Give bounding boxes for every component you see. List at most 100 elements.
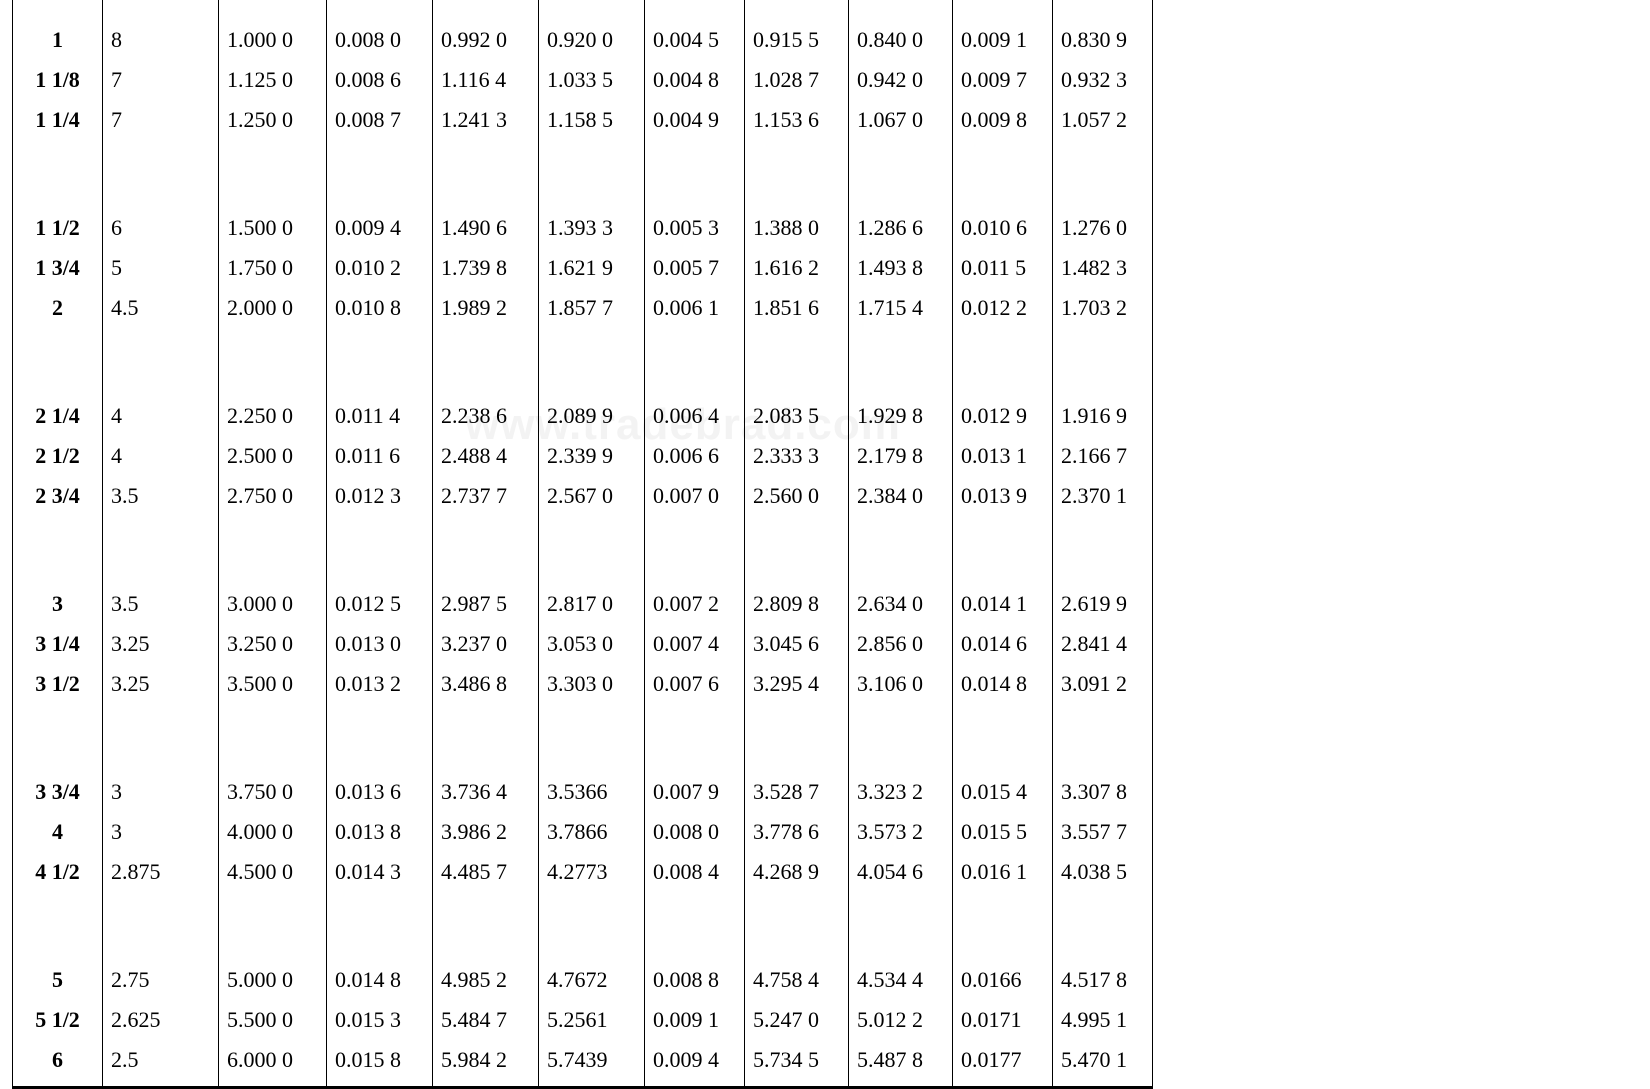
table-cell: 0.008 0 [327,20,433,60]
table-cell: 3.986 2 [433,812,539,852]
table-cell: 0.012 9 [953,396,1053,436]
table-cell: 4.758 4 [745,960,849,1000]
table-cell: 0.009 4 [645,1040,745,1080]
table-cell: 5.012 2 [849,1000,953,1040]
table-cell: 2.987 5 [433,584,539,624]
table-cell: 4.5 [103,288,219,328]
table-cell: 0.016 1 [953,852,1053,892]
table-cell: 3.303 0 [539,664,645,704]
table-cell: 5.7439 [539,1040,645,1080]
table-cell [645,704,745,772]
table-cell: 1.493 8 [849,248,953,288]
table-cell: 4 [103,396,219,436]
table-row: 2 1/242.500 00.011 62.488 42.339 90.006 … [13,436,1153,476]
table-cell [103,704,219,772]
table-cell [1053,140,1153,208]
table-cell: 2.619 9 [1053,584,1153,624]
table-cell: 4.038 5 [1053,852,1153,892]
table-cell [103,516,219,584]
table-row: 181.000 00.008 00.992 00.920 00.004 50.9… [13,20,1153,60]
table-cell: 2 [13,288,103,328]
table-cell: 2.384 0 [849,476,953,516]
table-cell: 1 3/4 [13,248,103,288]
table-cell [103,328,219,396]
table-cell: 3.573 2 [849,812,953,852]
table-cell: 0.009 1 [645,1000,745,1040]
table-cell: 0.014 1 [953,584,1053,624]
table-cell: 1.715 4 [849,288,953,328]
table-cell: 5.500 0 [219,1000,327,1040]
table-cell [327,892,433,960]
table-cell: 1.057 2 [1053,100,1153,140]
table-cell: 0.006 4 [645,396,745,436]
table-cell: 2.238 6 [433,396,539,436]
table-cell [1053,328,1153,396]
table-cell: 0.012 3 [327,476,433,516]
table-cell: 0.920 0 [539,20,645,60]
table-cell: 0.011 6 [327,436,433,476]
table-cell: 3 [13,584,103,624]
table-cell: 1 [13,20,103,60]
table-cell [849,892,953,960]
table-cell [219,892,327,960]
table-cell: 3.486 8 [433,664,539,704]
table-cell: 1.857 7 [539,288,645,328]
table-cell: 3.091 2 [1053,664,1153,704]
table-cell: 1.153 6 [745,100,849,140]
table-cell: 1.116 4 [433,60,539,100]
table-cell: 2 1/2 [13,436,103,476]
table-cell: 1.490 6 [433,208,539,248]
table-cell [1053,1080,1153,1088]
table-cell: 0.009 1 [953,20,1053,60]
table-cell: 3.7866 [539,812,645,852]
table-cell [745,1080,849,1088]
table-cell: 2.500 0 [219,436,327,476]
table-cell: 0.0177 [953,1040,1053,1080]
table-row: 24.52.000 00.010 81.989 21.857 70.006 11… [13,288,1153,328]
table-cell: 2.75 [103,960,219,1000]
table-cell: 1.482 3 [1053,248,1153,288]
table-cell: 3.000 0 [219,584,327,624]
table-cell [1053,704,1153,772]
table-cell: 1.500 0 [219,208,327,248]
table-cell [645,0,745,20]
table-cell: 2.875 [103,852,219,892]
table-cell [745,328,849,396]
table-cell: 3.250 0 [219,624,327,664]
table-cell: 0.011 5 [953,248,1053,288]
table-cell [327,328,433,396]
table-cell: 0.013 0 [327,624,433,664]
table-cell: 0.007 0 [645,476,745,516]
table-cell: 3.053 0 [539,624,645,664]
table-cell [953,704,1053,772]
table-cell: 5.984 2 [433,1040,539,1080]
table-cell [1053,892,1153,960]
table-cell: 1.067 0 [849,100,953,140]
table-cell [219,516,327,584]
table-cell: 3.25 [103,664,219,704]
table-cell: 2 1/4 [13,396,103,436]
table-cell: 2.634 0 [849,584,953,624]
table-cell [539,1080,645,1088]
table-cell [13,328,103,396]
table-cell: 0.013 8 [327,812,433,852]
table-cell: 5.470 1 [1053,1040,1153,1080]
table-row: 434.000 00.013 83.986 23.78660.008 03.77… [13,812,1153,852]
table-cell: 3 1/4 [13,624,103,664]
table-cell [13,1080,103,1088]
thread-spec-table: 181.000 00.008 00.992 00.920 00.004 50.9… [12,0,1153,1089]
table-cell: 6.000 0 [219,1040,327,1080]
table-cell: 4.268 9 [745,852,849,892]
table-cell [13,140,103,208]
table-cell: 2.841 4 [1053,624,1153,664]
table-cell: 5 1/2 [13,1000,103,1040]
table-cell [327,0,433,20]
table-cell: 2.000 0 [219,288,327,328]
spacer-row [13,0,1153,20]
table-cell: 2.089 9 [539,396,645,436]
table-cell: 1.393 3 [539,208,645,248]
table-cell: 1.989 2 [433,288,539,328]
table-cell: 4.985 2 [433,960,539,1000]
table-cell [645,1080,745,1088]
spacer-row [13,328,1153,396]
